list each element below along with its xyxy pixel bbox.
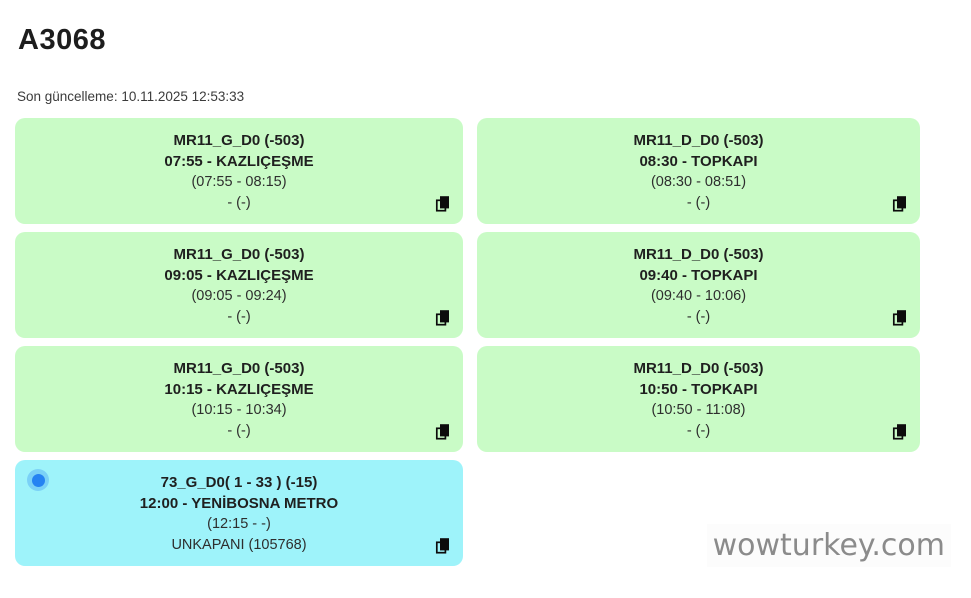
trip-route-code: MR11_G_D0 (-503) (173, 132, 305, 149)
trip-status: - (-) (686, 423, 711, 439)
trip-time-range: (10:15 - 10:34) (191, 402, 287, 418)
trip-status: - (-) (227, 423, 251, 439)
page-title: A3068 (18, 24, 106, 56)
trip-time-range: (09:05 - 09:24) (191, 288, 287, 304)
trip-time-range: (12:15 - -) (207, 516, 271, 532)
copy-icon[interactable] (434, 195, 452, 213)
trip-time-destination: 10:15 - KAZLIÇEŞME (164, 381, 314, 398)
trip-time-range: (08:30 - 08:51) (650, 174, 747, 190)
trip-card-grid: MR11_G_D0 (-503) 07:55 - KAZLIÇEŞME (07:… (15, 118, 920, 566)
trip-status: - (-) (686, 195, 711, 211)
trip-route-code: MR11_D_D0 (-503) (633, 132, 764, 149)
trip-card[interactable]: 73_G_D0( 1 - 33 ) (-15) 12:00 - YENİBOSN… (15, 460, 463, 566)
trip-time-range: (09:40 - 10:06) (650, 288, 747, 304)
watermark: wowturkey.com (706, 524, 951, 567)
trip-time-range: (10:50 - 11:08) (651, 402, 746, 418)
trip-card[interactable]: MR11_D_D0 (-503) 08:30 - TOPKAPI (08:30 … (477, 118, 920, 224)
copy-icon[interactable] (434, 423, 452, 441)
trip-status: - (-) (227, 195, 251, 211)
trip-route-code: MR11_D_D0 (-503) (633, 360, 764, 377)
trip-card[interactable]: MR11_G_D0 (-503) 10:15 - KAZLIÇEŞME (10:… (15, 346, 463, 452)
trip-route-code: 73_G_D0( 1 - 33 ) (-15) (160, 474, 318, 491)
copy-icon[interactable] (891, 195, 909, 213)
active-vehicle-dot (27, 469, 49, 491)
trip-card[interactable]: MR11_D_D0 (-503) 09:40 - TOPKAPI (09:40 … (477, 232, 920, 338)
trip-time-destination: 12:00 - YENİBOSNA METRO (139, 495, 339, 512)
trip-route-code: MR11_G_D0 (-503) (173, 246, 305, 263)
trip-time-destination: 08:30 - TOPKAPI (639, 153, 758, 170)
trip-route-code: MR11_G_D0 (-503) (173, 360, 305, 377)
last-update-text: Son güncelleme: 10.11.2025 12:53:33 (17, 89, 245, 104)
copy-icon[interactable] (434, 309, 452, 327)
trip-status: - (-) (686, 309, 711, 325)
trip-time-destination: 07:55 - KAZLIÇEŞME (164, 153, 314, 170)
trip-status: - (-) (227, 309, 251, 325)
trip-card[interactable]: MR11_G_D0 (-503) 07:55 - KAZLIÇEŞME (07:… (15, 118, 463, 224)
active-vehicle-dot-core (31, 473, 45, 487)
copy-icon[interactable] (891, 423, 909, 441)
trip-time-destination: 09:40 - TOPKAPI (639, 267, 758, 284)
trip-time-destination: 10:50 - TOPKAPI (639, 381, 758, 398)
trip-route-code: MR11_D_D0 (-503) (633, 246, 764, 263)
trip-card[interactable]: MR11_G_D0 (-503) 09:05 - KAZLIÇEŞME (09:… (15, 232, 463, 338)
copy-icon[interactable] (434, 537, 452, 555)
trip-status: UNKAPANI (105768) (171, 537, 307, 553)
copy-icon[interactable] (891, 309, 909, 327)
trip-time-range: (07:55 - 08:15) (191, 174, 287, 190)
trip-card[interactable]: MR11_D_D0 (-503) 10:50 - TOPKAPI (10:50 … (477, 346, 920, 452)
trip-time-destination: 09:05 - KAZLIÇEŞME (164, 267, 314, 284)
